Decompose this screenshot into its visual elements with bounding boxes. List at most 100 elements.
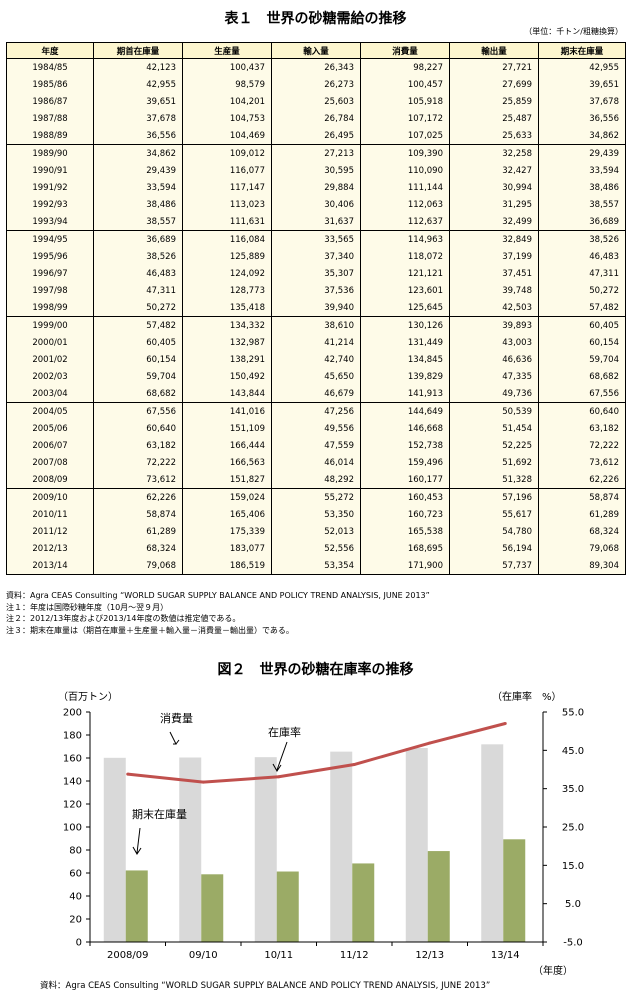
year-cell: 1994/95 (7, 231, 94, 249)
y-left-label: （百万トン） (58, 691, 118, 703)
year-cell: 1998/99 (7, 299, 94, 317)
value-cell: 100,437 (183, 59, 272, 77)
year-cell: 1993/94 (7, 213, 94, 231)
value-cell: 36,556 (94, 127, 183, 145)
year-cell: 1985/86 (7, 76, 94, 93)
value-cell: 72,222 (94, 454, 183, 471)
stock-ratio-point (202, 781, 205, 784)
value-cell: 36,689 (94, 231, 183, 249)
value-cell: 51,454 (450, 420, 539, 437)
value-cell: 104,469 (183, 127, 272, 145)
ending-stock-bar (352, 863, 374, 942)
value-cell: 46,483 (94, 265, 183, 282)
value-cell: 37,536 (272, 282, 361, 299)
value-cell: 159,496 (361, 454, 450, 471)
value-cell: 62,226 (94, 489, 183, 507)
year-cell: 2001/02 (7, 351, 94, 368)
value-cell: 27,721 (450, 59, 539, 77)
value-cell: 171,900 (361, 557, 450, 575)
year-cell: 1995/96 (7, 248, 94, 265)
value-cell: 51,328 (450, 471, 539, 489)
value-cell: 67,556 (539, 385, 626, 403)
value-cell: 160,177 (361, 471, 450, 489)
value-cell: 98,579 (183, 76, 272, 93)
value-cell: 186,519 (183, 557, 272, 575)
value-cell: 63,182 (94, 437, 183, 454)
x-tick-label: 10/11 (264, 950, 293, 961)
year-cell: 1989/90 (7, 145, 94, 163)
value-cell: 89,304 (539, 557, 626, 575)
value-cell: 57,482 (539, 299, 626, 317)
column-header: 輸出量 (450, 43, 539, 59)
value-cell: 107,172 (361, 110, 450, 127)
value-cell: 113,023 (183, 196, 272, 213)
value-cell: 38,526 (539, 231, 626, 249)
value-cell: 51,692 (450, 454, 539, 471)
value-cell: 38,526 (94, 248, 183, 265)
note-2: 注２：2012/13年度および2013/14年度の数値は推定値である。 (6, 613, 430, 625)
value-cell: 39,748 (450, 282, 539, 299)
value-cell: 165,538 (361, 523, 450, 540)
table-row: 1999/00 57,482 134,332 38,610 130,126 39,893 6… (7, 317, 626, 335)
table-row: 2011/12 61,289 175,339 52,013 165,538 54,780 6… (7, 523, 626, 540)
column-header: 期首在庫量 (94, 43, 183, 59)
value-cell: 117,147 (183, 179, 272, 196)
table-row-group: 1999/00 57,482 134,332 38,610 130,126 39,893 6… (7, 317, 626, 403)
year-cell: 2003/04 (7, 385, 94, 403)
column-header: 生産量 (183, 43, 272, 59)
year-cell: 1997/98 (7, 282, 94, 299)
y-left-tick-label: 140 (63, 777, 82, 788)
value-cell: 112,063 (361, 196, 450, 213)
year-cell: 2010/11 (7, 506, 94, 523)
value-cell: 159,024 (183, 489, 272, 507)
value-cell: 63,182 (539, 420, 626, 437)
value-cell: 143,844 (183, 385, 272, 403)
stock-ratio-point (126, 773, 129, 776)
value-cell: 114,963 (361, 231, 450, 249)
value-cell: 166,444 (183, 437, 272, 454)
y-left-tick-label: 100 (63, 823, 82, 834)
value-cell: 68,682 (539, 368, 626, 385)
year-cell: 2013/14 (7, 557, 94, 575)
sugar-supply-table: 年度 期首在庫量 生産量 輸入量 消費量 輸出量 期末在庫量 1984/85 42,123 10… (6, 42, 626, 575)
value-cell: 68,324 (94, 540, 183, 557)
value-cell: 37,678 (94, 110, 183, 127)
year-cell: 2006/07 (7, 437, 94, 454)
stock-ratio-point (504, 722, 507, 725)
value-cell: 29,439 (94, 162, 183, 179)
consumption-bar (104, 758, 126, 942)
table-row: 1985/86 42,955 98,579 26,273 100,457 27,699 39… (7, 76, 626, 93)
value-cell: 47,256 (272, 403, 361, 421)
value-cell: 111,631 (183, 213, 272, 231)
value-cell: 29,439 (539, 145, 626, 163)
consumption-bar (406, 748, 428, 942)
value-cell: 30,406 (272, 196, 361, 213)
value-cell: 49,736 (450, 385, 539, 403)
value-cell: 152,738 (361, 437, 450, 454)
value-cell: 175,339 (183, 523, 272, 540)
table-row-group: 1989/90 34,862 109,012 27,213 109,390 32,258 2… (7, 145, 626, 231)
y-left-tick-label: 160 (63, 754, 82, 765)
table-row: 1986/87 39,651 104,201 25,603 105,918 25,859 3… (7, 93, 626, 110)
column-header: 期末在庫量 (539, 43, 626, 59)
annotation-ratio: 在庫率 (268, 725, 301, 739)
value-cell: 30,595 (272, 162, 361, 179)
value-cell: 57,737 (450, 557, 539, 575)
value-cell: 52,556 (272, 540, 361, 557)
value-cell: 60,405 (539, 317, 626, 335)
value-cell: 73,612 (94, 471, 183, 489)
stock-ratio-point (353, 763, 356, 766)
chart-title: 図２ 世界の砂糖在庫率の推移 (0, 659, 631, 679)
value-cell: 39,651 (539, 76, 626, 93)
value-cell: 34,862 (539, 127, 626, 145)
value-cell: 61,289 (539, 506, 626, 523)
value-cell: 60,405 (94, 334, 183, 351)
value-cell: 146,668 (361, 420, 450, 437)
value-cell: 25,603 (272, 93, 361, 110)
year-cell: 2005/06 (7, 420, 94, 437)
value-cell: 141,913 (361, 385, 450, 403)
x-tick-label: 09/10 (189, 950, 218, 961)
value-cell: 49,556 (272, 420, 361, 437)
value-cell: 45,650 (272, 368, 361, 385)
value-cell: 112,637 (361, 213, 450, 231)
